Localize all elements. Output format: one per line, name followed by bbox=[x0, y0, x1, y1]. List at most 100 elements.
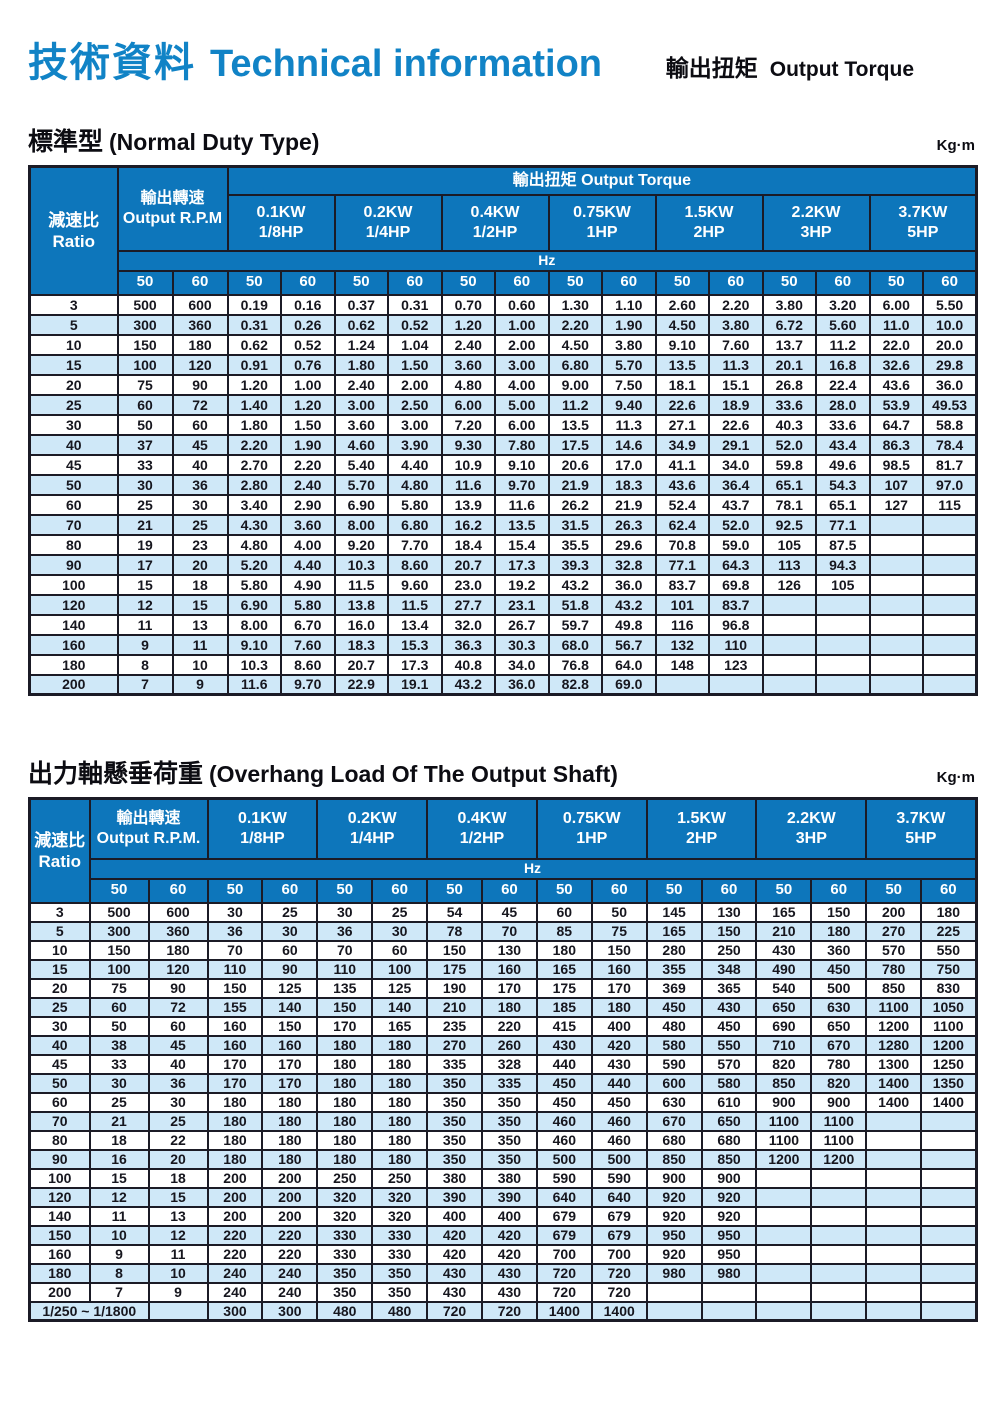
ratio-cell: 90 bbox=[28, 553, 119, 576]
value-cell: 490 bbox=[755, 958, 813, 980]
value-cell bbox=[147, 1300, 209, 1322]
value-cell: 18 bbox=[171, 573, 229, 596]
value-cell bbox=[815, 593, 871, 616]
value-cell: 34.9 bbox=[654, 433, 710, 456]
header-row: 減速比 Ratio 輸出轉速 Output R.P.M 輸出扭矩 Output Torq… bbox=[28, 165, 978, 296]
value-cell: 280 bbox=[645, 939, 703, 961]
value-cell bbox=[865, 1300, 923, 1322]
value-cell: 0.62 bbox=[333, 313, 389, 336]
value-cell: 105 bbox=[815, 573, 871, 596]
value-cell: 850 bbox=[645, 1148, 703, 1170]
ratio-cell: 70 bbox=[28, 513, 119, 536]
value-cell: 0.26 bbox=[280, 313, 336, 336]
value-cell bbox=[920, 1281, 977, 1303]
value-cell: 22.6 bbox=[654, 393, 710, 416]
value-cell: 185 bbox=[535, 996, 593, 1018]
value-cell: 22 bbox=[147, 1129, 209, 1151]
value-cell: 125 bbox=[371, 977, 429, 999]
value-cell: 430 bbox=[426, 1262, 483, 1284]
value-cell: 690 bbox=[755, 1015, 813, 1037]
value-cell: 170 bbox=[261, 1072, 319, 1094]
value-cell: 113 bbox=[761, 553, 817, 576]
value-cell: 180 bbox=[316, 1148, 374, 1170]
value-cell: 17.3 bbox=[494, 553, 550, 576]
ratio-cell: 100 bbox=[28, 573, 119, 596]
table-row: 180 8 10 10.3 8.60 20.7 17.3 40.8 34.0 76.8 64.0 14… bbox=[28, 653, 978, 676]
value-cell: 11 bbox=[171, 633, 229, 656]
value-cell: 3.80 bbox=[761, 293, 817, 316]
kw-label: 0.4KW bbox=[470, 203, 520, 221]
value-cell: 3.00 bbox=[333, 393, 389, 416]
ratio-cell: 160 bbox=[28, 1243, 91, 1265]
value-cell: 348 bbox=[700, 958, 758, 980]
value-cell: 180 bbox=[316, 1110, 374, 1132]
value-cell: 59.0 bbox=[708, 533, 764, 556]
value-cell: 130 bbox=[700, 901, 758, 923]
value-cell bbox=[922, 533, 978, 556]
value-cell: 11 bbox=[88, 1205, 150, 1227]
value-cell: 460 bbox=[590, 1129, 648, 1151]
banner-en: Output Torque bbox=[581, 171, 692, 189]
value-cell: 90 bbox=[261, 958, 319, 980]
value-cell: 0.37 bbox=[333, 293, 389, 316]
value-cell: 670 bbox=[645, 1110, 703, 1132]
value-cell: 12 bbox=[116, 593, 174, 616]
value-cell: 49.6 bbox=[815, 453, 871, 476]
value-cell: 9.20 bbox=[333, 533, 389, 556]
freq-50-header: 50 bbox=[645, 877, 703, 904]
value-cell: 150 bbox=[206, 977, 264, 999]
value-cell: 7.20 bbox=[440, 413, 496, 436]
value-cell bbox=[645, 1281, 703, 1303]
value-cell: 7 bbox=[88, 1281, 150, 1303]
value-cell: 650 bbox=[755, 996, 813, 1018]
value-cell: 165 bbox=[645, 920, 703, 942]
value-cell: 920 bbox=[700, 1205, 758, 1227]
value-cell: 550 bbox=[700, 1034, 758, 1056]
value-cell: 600 bbox=[171, 293, 229, 316]
value-cell: 11.0 bbox=[868, 313, 924, 336]
value-cell bbox=[868, 573, 924, 596]
value-cell: 1100 bbox=[755, 1110, 813, 1132]
value-cell: 83.7 bbox=[708, 593, 764, 616]
hp-label: 1/8HP bbox=[240, 829, 285, 847]
value-cell: 7.60 bbox=[708, 333, 764, 356]
value-cell: 13.7 bbox=[761, 333, 817, 356]
value-cell: 12 bbox=[88, 1186, 150, 1208]
value-cell: 220 bbox=[480, 1015, 538, 1037]
ratio-cell: 3 bbox=[28, 901, 91, 923]
value-cell: 680 bbox=[700, 1129, 758, 1151]
value-cell: 11 bbox=[116, 613, 174, 636]
value-cell: 570 bbox=[700, 1053, 758, 1075]
value-cell: 20.6 bbox=[547, 453, 603, 476]
table-row: 10 150 180 70 60 70 60 150 130 180 150 280 250 430 360… bbox=[28, 939, 977, 961]
value-cell bbox=[920, 1243, 977, 1265]
header-row: 減速比 Ratio 輸出轉速 Output R.P.M. 0.1KW 1/8HP 0.2KW… bbox=[28, 797, 977, 904]
ratio-cell: 45 bbox=[28, 453, 119, 476]
value-cell: 380 bbox=[480, 1167, 538, 1189]
value-cell: 250 bbox=[371, 1167, 429, 1189]
ratio-cell: 5 bbox=[28, 313, 119, 336]
ratio-cell: 15 bbox=[28, 958, 91, 980]
value-cell: 180 bbox=[371, 1129, 429, 1151]
rpm-header-en: Output R.P.M. bbox=[96, 829, 201, 847]
value-cell: 180 bbox=[261, 1148, 319, 1170]
value-cell: 18.3 bbox=[333, 633, 389, 656]
table-row: 25 60 72 155 140 150 140 210 180 185 180 450 430 650 6… bbox=[28, 996, 977, 1018]
value-cell: 78.4 bbox=[922, 433, 978, 456]
kw-header: 3.7KW 5HP bbox=[868, 193, 978, 252]
value-cell bbox=[865, 1167, 923, 1189]
value-cell: 60 bbox=[171, 413, 229, 436]
value-cell: 13 bbox=[147, 1205, 209, 1227]
value-cell: 210 bbox=[755, 920, 813, 942]
value-cell: 33.6 bbox=[761, 393, 817, 416]
freq-60-header: 60 bbox=[387, 269, 443, 296]
ratio-cell: 25 bbox=[28, 393, 119, 416]
value-cell: 2.40 bbox=[333, 373, 389, 396]
value-cell: 9.10 bbox=[494, 453, 550, 476]
value-cell: 11.2 bbox=[547, 393, 603, 416]
value-cell: 640 bbox=[535, 1186, 593, 1208]
value-cell: 3.20 bbox=[815, 293, 871, 316]
value-cell: 13.5 bbox=[654, 353, 710, 376]
value-cell bbox=[755, 1262, 813, 1284]
value-cell: 440 bbox=[590, 1072, 648, 1094]
